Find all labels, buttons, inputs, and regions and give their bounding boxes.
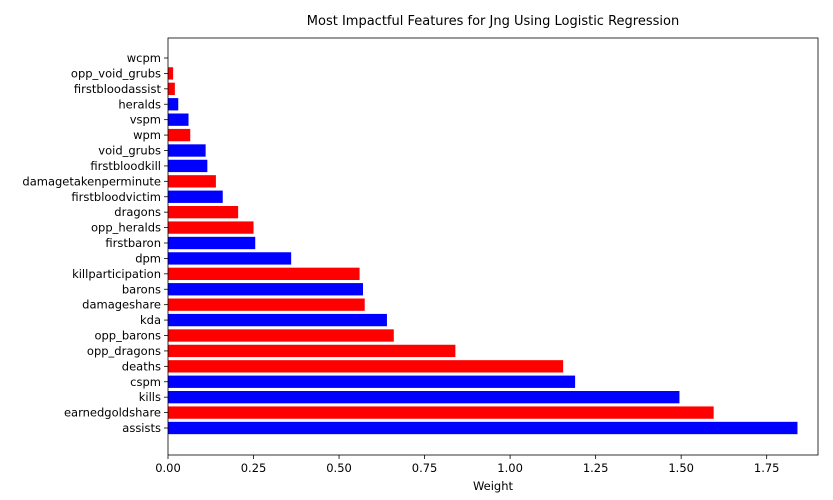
x-tick-label: 0.75 [412, 461, 438, 475]
chart-title: Most Impactful Features for Jng Using Lo… [307, 14, 679, 29]
category-label-wcpm: wcpm [127, 51, 161, 65]
category-label-killparticipation: killparticipation [72, 267, 161, 281]
bar-damagetakenperminute [168, 175, 216, 188]
category-label-earnedgoldshare: earnedgoldshare [64, 406, 161, 420]
category-label-dragons: dragons [114, 205, 161, 219]
bar-firstbloodvictim [168, 190, 223, 203]
x-tick-label: 1.25 [583, 461, 609, 475]
category-label-damagetakenperminute: damagetakenperminute [22, 174, 161, 188]
category-label-vspm: vspm [130, 113, 161, 127]
bar-vspm [168, 113, 189, 126]
bar-deaths [168, 360, 564, 373]
x-tick-label: 0.00 [155, 461, 181, 475]
bar-barons [168, 283, 363, 296]
bar-kills [168, 391, 680, 404]
x-tick-label: 1.75 [754, 461, 780, 475]
category-label-firstbloodvictim: firstbloodvictim [71, 190, 161, 204]
category-label-cspm: cspm [130, 375, 161, 389]
category-label-wpm: wpm [133, 128, 161, 142]
category-label-kills: kills [139, 390, 161, 404]
bar-assists [168, 421, 798, 435]
category-label-void_grubs: void_grubs [98, 144, 161, 158]
bars-layer [168, 67, 798, 435]
x-axis-label: Weight [473, 479, 514, 493]
category-label-deaths: deaths [122, 359, 161, 373]
bar-dpm [168, 252, 292, 265]
bar-kda [168, 313, 387, 327]
bar-earnedgoldshare [168, 406, 714, 419]
category-label-opp_heralds: opp_heralds [91, 221, 161, 235]
bar-opp_heralds [168, 221, 254, 234]
category-label-damageshare: damageshare [82, 298, 161, 312]
category-labels: assistsearnedgoldsharekillscspmdeathsopp… [22, 51, 168, 435]
category-label-barons: barons [122, 282, 161, 296]
bar-opp_dragons [168, 344, 456, 358]
category-label-kda: kda [140, 313, 161, 327]
bar-dragons [168, 206, 239, 219]
x-tick-label: 0.25 [241, 461, 267, 475]
bar-firstbloodassist [168, 82, 175, 95]
category-label-assists: assists [122, 421, 161, 435]
bar-cspm [168, 375, 576, 388]
bar-void_grubs [168, 144, 206, 157]
bar-firstbaron [168, 236, 256, 250]
category-label-heralds: heralds [118, 97, 161, 111]
bar-opp_void_grubs [168, 67, 174, 80]
bar-damageshare [168, 298, 365, 311]
axes-frame [167, 37, 819, 456]
category-label-firstbloodkill: firstbloodkill [90, 159, 161, 173]
category-label-opp_barons: opp_barons [94, 329, 161, 343]
category-label-opp_dragons: opp_dragons [87, 344, 161, 358]
category-label-firstbaron: firstbaron [105, 236, 161, 250]
bar-killparticipation [168, 267, 360, 280]
bar-opp_barons [168, 329, 394, 342]
plot-frame [167, 37, 819, 456]
category-label-opp_void_grubs: opp_void_grubs [71, 66, 161, 80]
bar-heralds [168, 98, 179, 111]
x-tick-label: 1.50 [668, 461, 694, 475]
x-tick-label: 0.50 [326, 461, 352, 475]
category-label-firstbloodassist: firstbloodassist [74, 82, 162, 96]
bar-firstbloodkill [168, 159, 208, 173]
category-label-dpm: dpm [135, 251, 161, 265]
bar-wpm [168, 128, 191, 142]
x-axis-ticks: 0.00 0.25 0.50 0.75 1.00 1.25 1.50 1.75 [155, 455, 779, 475]
x-tick-label: 1.00 [497, 461, 523, 475]
